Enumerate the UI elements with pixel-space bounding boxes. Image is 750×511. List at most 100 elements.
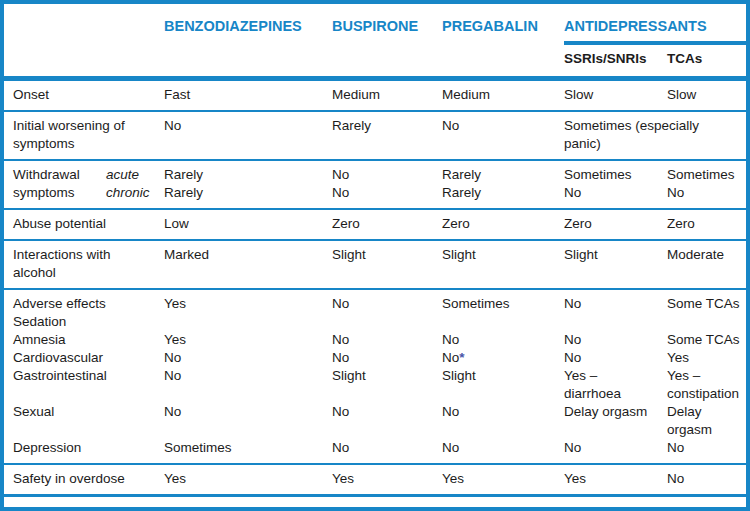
footnote-asterisk-marker: * [459, 350, 464, 365]
table-header: BENZODIAZEPINES BUSPIRONE PREGABALIN ANT… [4, 4, 746, 81]
row-label: Initial worsening of symptoms [4, 117, 164, 153]
sublabel-sedation: Sedation [13, 313, 138, 331]
row-onset: Onset Fast Medium Medium Slow Slow [4, 81, 746, 112]
cell-buspirone: Yes [332, 470, 442, 488]
acute-value: Rarely [442, 166, 552, 184]
cell-ssris: Zero [564, 215, 667, 233]
cell-ssris: No [564, 349, 667, 367]
cell-pregabalin: No [442, 117, 564, 153]
cell-benzodiazepines: No [164, 117, 332, 153]
cell-benzodiazepines: Yes [164, 295, 332, 331]
cell-benzodiazepines: Sometimes [164, 439, 332, 457]
cell-buspirone: No [332, 439, 442, 457]
cell-buspirone: Zero [332, 215, 442, 233]
cell-pregabalin: Slight [442, 246, 564, 282]
cell-tcas: Zero [667, 215, 746, 233]
cell-buspirone: Slight [332, 246, 442, 282]
cell-tcas: Yes – constipation [667, 367, 746, 403]
header-spacer [4, 16, 164, 45]
cell-benzodiazepines: No [164, 403, 332, 439]
subrow-amnesia: Amnesia Yes No No No Some TCAs [4, 331, 746, 349]
cell-buspirone: Medium [332, 86, 442, 104]
cell-pregabalin: No [442, 331, 564, 349]
cell-antidepressants: Sometimes (especially panic) [564, 117, 746, 153]
subcolumn-header-tcas: TCAs [667, 45, 746, 76]
adverse-effects-title: Adverse effects [13, 295, 138, 313]
chronic-value: Rarely [442, 184, 552, 202]
subrow-gastrointestinal: Gastrointestinal No Slight Slight Yes – … [4, 367, 746, 403]
row-label: Depression [4, 439, 164, 457]
cell-benzodiazepines: Fast [164, 86, 332, 104]
cell-benzodiazepines: Low [164, 215, 332, 233]
row-label: Withdrawal symptoms acute chronic [4, 166, 164, 202]
cell-ssris: Delay orgasm [564, 403, 667, 439]
cell-pregabalin: Sometimes [442, 295, 564, 331]
subrow-sedation: Adverse effects Sedation Yes No Sometime… [4, 295, 746, 331]
cell-tcas: Some TCAs [667, 331, 746, 349]
row-label: Cardiovascular [4, 349, 164, 367]
row-overdose-safety: Safety in overdose Yes Yes Yes Yes No [4, 465, 746, 497]
column-header-benzodiazepines: BENZODIAZEPINES [164, 16, 332, 45]
medication-comparison-table: BENZODIAZEPINES BUSPIRONE PREGABALIN ANT… [0, 0, 750, 511]
row-label: Sexual [4, 403, 164, 439]
cell-ssris: Slow [564, 86, 667, 104]
cell-pregabalin: No [442, 403, 564, 439]
cell-pregabalin: No [442, 439, 564, 457]
subrow-sexual: Sexual No No No Delay orgasm Delay orgas… [4, 403, 746, 439]
cell-ssris: No [564, 331, 667, 349]
cell-benzodiazepines: Yes [164, 470, 332, 488]
row-label: Safety in overdose [4, 470, 164, 488]
cell-benzodiazepines: No [164, 367, 332, 403]
subrow-depression: Depression Sometimes No No No No [4, 439, 746, 457]
cell-pregabalin: No* [442, 349, 564, 367]
cell-buspirone: No [332, 403, 442, 439]
row-label: Abuse potential [4, 215, 164, 233]
cell-buspirone: No [332, 349, 442, 367]
cell-buspirone: No No [332, 166, 442, 202]
row-label: Amnesia [4, 331, 164, 349]
cell-ssris: Yes – diarrhoea [564, 367, 667, 403]
withdrawal-sublabels: acute chronic [106, 166, 164, 202]
cell-tcas: No [667, 470, 746, 488]
cell-buspirone: Slight [332, 367, 442, 403]
row-initial-worsening: Initial worsening of symptoms No Rarely … [4, 112, 746, 161]
column-header-pregabalin: PREGABALIN [442, 16, 564, 45]
row-withdrawal-symptoms: Withdrawal symptoms acute chronic Rarely… [4, 161, 746, 210]
cell-ssris: Sometimes No [564, 166, 667, 202]
cell-ssris: No [564, 439, 667, 457]
row-label: Interactions with alcohol [4, 246, 164, 282]
cell-tcas: Yes [667, 349, 746, 367]
row-label: Adverse effects Sedation [4, 295, 164, 331]
cell-pregabalin: Yes [442, 470, 564, 488]
table-footnote: *There have been some reports of worseni… [4, 497, 746, 511]
cell-ssris: Slight [564, 246, 667, 282]
cell-benzodiazepines: Rarely Rarely [164, 166, 332, 202]
chronic-value: No [667, 184, 744, 202]
chronic-value: Rarely [164, 184, 320, 202]
row-adverse-effects: Adverse effects Sedation Yes No Sometime… [4, 290, 746, 465]
sublabel-chronic: chronic [106, 184, 164, 202]
subrow-cardiovascular: Cardiovascular No No No* No Yes [4, 349, 746, 367]
cell-benzodiazepines: Yes [164, 331, 332, 349]
cell-pregabalin: Zero [442, 215, 564, 233]
cell-tcas: Sometimes No [667, 166, 746, 202]
cell-buspirone: Rarely [332, 117, 442, 153]
withdrawal-label-text: Withdrawal symptoms [13, 166, 106, 202]
acute-value: No [332, 166, 430, 184]
subcolumn-header-ssris-snris: SSRIs/SNRIs [564, 45, 667, 76]
cell-benzodiazepines: No [164, 349, 332, 367]
acute-value: Sometimes [667, 166, 744, 184]
cell-tcas: Some TCAs [667, 295, 746, 331]
row-abuse-potential: Abuse potential Low Zero Zero Zero Zero [4, 210, 746, 241]
cell-buspirone: No [332, 295, 442, 331]
acute-value: Rarely [164, 166, 320, 184]
row-label: Onset [4, 86, 164, 104]
pregabalin-cardio-value: No [442, 350, 459, 365]
cell-ssris: Yes [564, 470, 667, 488]
cell-pregabalin: Rarely Rarely [442, 166, 564, 202]
cell-tcas: Moderate [667, 246, 746, 282]
column-header-buspirone: BUSPIRONE [332, 16, 442, 45]
column-header-antidepressants: ANTIDEPRESSANTS [564, 16, 746, 45]
chronic-value: No [332, 184, 430, 202]
cell-pregabalin: Slight [442, 367, 564, 403]
